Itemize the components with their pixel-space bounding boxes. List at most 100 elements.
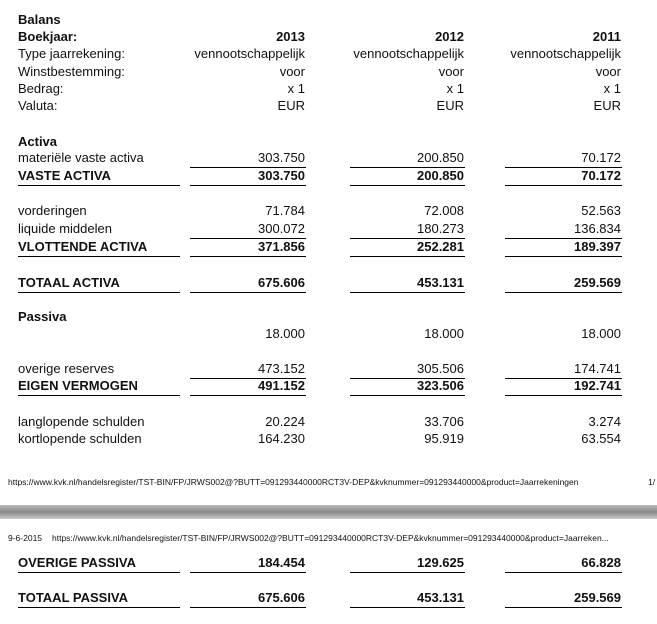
rule <box>350 167 465 168</box>
rule <box>350 607 465 608</box>
value: vennootschappelijk <box>353 46 464 61</box>
row-label: overige reserves <box>18 361 115 376</box>
amount: 200.850 <box>417 150 464 165</box>
rule <box>350 185 465 186</box>
row-label: langlopende schulden <box>18 414 145 429</box>
amount: 200.850 <box>417 168 464 183</box>
label: Type jaarrekening: <box>18 46 125 61</box>
rule <box>18 607 180 608</box>
section-title: Activa <box>18 134 58 149</box>
rule <box>350 256 465 257</box>
rule <box>190 572 306 573</box>
amount: 192.741 <box>574 378 621 393</box>
rule <box>505 607 622 608</box>
amount: 18.000 <box>265 326 305 341</box>
page-break <box>0 505 657 519</box>
row-label: VLOTTENDE ACTIVA <box>18 239 148 254</box>
label: Winstbestemming: <box>18 64 125 79</box>
amount: 473.152 <box>258 361 305 376</box>
amount: 189.397 <box>574 239 621 254</box>
amount: 184.454 <box>258 555 305 570</box>
row-label: gestort en opgevraagd kapitaal <box>0 325 18 361</box>
rule <box>505 572 622 573</box>
section-title: Passiva <box>18 309 67 324</box>
rule <box>505 167 622 168</box>
rule <box>18 395 180 396</box>
row-label: vorderingen <box>18 203 87 218</box>
rule <box>18 256 180 257</box>
rule <box>505 378 622 379</box>
title: Balans <box>18 12 61 27</box>
amount: 259.569 <box>574 275 621 290</box>
amount: 95.919 <box>424 431 464 446</box>
label: Valuta: <box>18 98 58 113</box>
amount: 453.131 <box>417 275 464 290</box>
row-label: VASTE ACTIVA <box>18 168 111 183</box>
rule <box>190 378 306 379</box>
rule <box>350 395 465 396</box>
amount: 52.563 <box>581 203 621 218</box>
amount: 71.784 <box>265 203 305 218</box>
amount: 180.273 <box>417 221 464 236</box>
year: 2013 <box>276 29 305 44</box>
rule <box>190 238 306 239</box>
row-label: materiële vaste activa <box>18 150 144 165</box>
amount: 491.152 <box>258 378 305 393</box>
amount: 675.606 <box>258 590 305 605</box>
amount: 259.569 <box>574 590 621 605</box>
row-label: liquide middelen <box>18 221 112 236</box>
print-date: 9-6-2015 <box>8 533 43 543</box>
value: voor <box>595 64 621 79</box>
amount: 303.750 <box>258 150 305 165</box>
row-label: EIGEN VERMOGEN <box>18 378 138 393</box>
rule <box>505 395 622 396</box>
amount: 136.834 <box>574 221 621 236</box>
value: x 1 <box>446 81 464 96</box>
amount: 371.856 <box>258 239 305 254</box>
rule <box>350 292 465 293</box>
amount: 66.828 <box>581 555 621 570</box>
rule <box>190 185 306 186</box>
value: EUR <box>436 98 464 113</box>
amount: 63.554 <box>581 431 621 446</box>
rule <box>505 185 622 186</box>
row-label: OVERIGE PASSIVA <box>18 555 136 570</box>
amount: 303.750 <box>258 168 305 183</box>
value: vennootschappelijk <box>194 46 305 61</box>
rule <box>190 292 306 293</box>
rule <box>18 185 180 186</box>
year: 2012 <box>435 29 464 44</box>
amount: 323.506 <box>417 378 464 393</box>
amount: 18.000 <box>424 326 464 341</box>
rule <box>190 607 306 608</box>
row-label: TOTAAL ACTIVA <box>18 275 120 290</box>
rule <box>18 292 180 293</box>
rule <box>18 572 180 573</box>
rule <box>190 395 306 396</box>
amount: 70.172 <box>581 150 621 165</box>
amount: 164.230 <box>258 431 305 446</box>
rule <box>190 256 306 257</box>
amount: 33.706 <box>424 414 464 429</box>
value: x 1 <box>603 81 621 96</box>
amount: 70.172 <box>581 168 621 183</box>
amount: 174.741 <box>574 361 621 376</box>
amount: 20.224 <box>265 414 305 429</box>
page-number: 1/ <box>648 477 656 487</box>
rule <box>350 378 465 379</box>
amount: 18.000 <box>581 326 621 341</box>
label: Bedrag: <box>18 81 64 96</box>
rule <box>505 292 622 293</box>
value: x 1 <box>287 81 305 96</box>
value: voor <box>438 64 464 79</box>
rule <box>350 238 465 239</box>
amount: 3.274 <box>588 414 621 429</box>
value: voor <box>279 64 305 79</box>
amount: 305.506 <box>417 361 464 376</box>
amount: 252.281 <box>417 239 464 254</box>
amount: 453.131 <box>417 590 464 605</box>
year: 2011 <box>592 29 621 44</box>
rule <box>505 238 622 239</box>
label: Boekjaar: <box>18 29 78 44</box>
